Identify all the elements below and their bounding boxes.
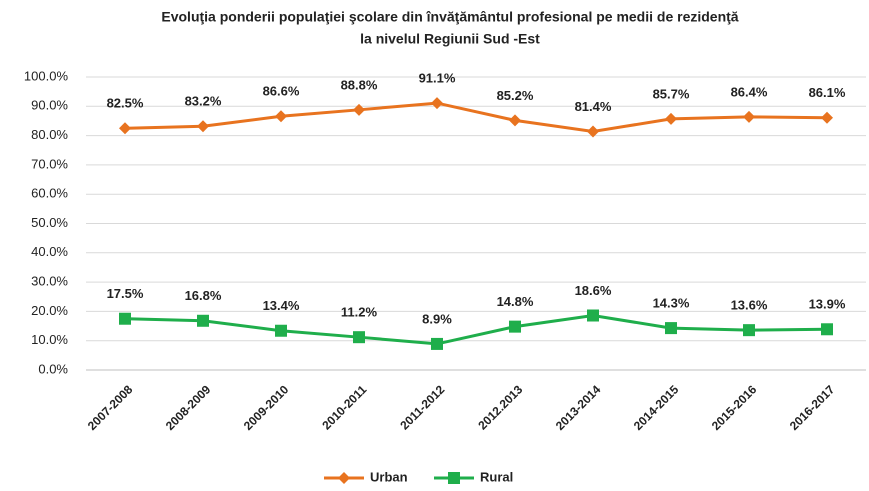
data-label: 81.4% <box>575 99 612 114</box>
data-point <box>431 97 443 110</box>
data-point <box>119 312 131 325</box>
data-label: 86.4% <box>731 84 768 99</box>
data-point <box>275 324 287 337</box>
data-point <box>509 114 521 127</box>
data-point <box>197 314 209 327</box>
y-tick-label: 20.0% <box>31 303 68 318</box>
y-tick-label: 40.0% <box>31 244 68 259</box>
legend-label: Urban <box>370 469 408 484</box>
data-label: 11.2% <box>341 305 378 320</box>
data-point <box>743 110 755 123</box>
legend-marker <box>338 472 350 484</box>
data-point <box>587 125 599 138</box>
data-label: 14.3% <box>653 296 690 311</box>
series-line <box>124 313 828 346</box>
data-label: 86.6% <box>263 84 300 99</box>
data-label: 83.2% <box>185 94 222 109</box>
y-tick-label: 10.0% <box>31 332 68 347</box>
y-tick-label: 80.0% <box>31 127 68 142</box>
data-label: 88.8% <box>341 77 378 92</box>
data-label: 13.6% <box>731 298 768 313</box>
data-point <box>665 112 677 125</box>
x-tick-label: 2013-2014 <box>553 382 604 433</box>
data-point <box>509 320 521 333</box>
data-point <box>587 309 599 322</box>
series-line <box>124 101 828 134</box>
data-point <box>197 120 209 133</box>
y-tick-label: 0.0% <box>38 361 68 376</box>
data-label: 91.1% <box>419 71 456 86</box>
data-label: 13.4% <box>263 298 300 313</box>
x-tick-label: 2007-2008 <box>85 382 136 433</box>
data-label: 17.5% <box>107 286 144 301</box>
data-label: 85.2% <box>497 88 534 103</box>
data-point <box>353 331 365 344</box>
x-tick-label: 2011-2012 <box>397 382 447 432</box>
data-point <box>431 337 443 350</box>
y-tick-label: 70.0% <box>31 156 68 171</box>
y-tick-label: 90.0% <box>31 98 68 113</box>
y-tick-label: 60.0% <box>31 186 68 201</box>
chart-subtitle: la nivelul Regiunii Sud -Est <box>360 31 540 47</box>
chart-title: Evoluţia ponderii populaţiei şcolare din… <box>161 9 738 25</box>
x-tick-label: 2010-2011 <box>319 382 369 432</box>
data-label: 85.7% <box>653 86 690 101</box>
legend-label: Rural <box>480 469 513 484</box>
data-label: 16.8% <box>185 288 222 303</box>
x-tick-label: 2014-2015 <box>631 382 682 433</box>
data-point <box>119 122 131 135</box>
x-tick-label: 2015-2016 <box>709 382 760 433</box>
data-point <box>821 111 833 124</box>
data-label: 82.5% <box>107 96 144 111</box>
data-point <box>743 324 755 337</box>
y-tick-label: 50.0% <box>31 215 68 230</box>
legend-marker <box>448 472 460 484</box>
data-label: 18.6% <box>575 283 612 298</box>
x-tick-label: 2008-2009 <box>163 382 214 433</box>
data-label: 8.9% <box>422 311 452 326</box>
data-label: 86.1% <box>809 85 846 100</box>
y-tick-label: 100.0% <box>24 68 69 83</box>
y-tick-label: 30.0% <box>31 274 68 289</box>
data-label: 14.8% <box>497 294 534 309</box>
x-tick-label: 2016-2017 <box>787 382 838 433</box>
data-point <box>821 323 833 336</box>
x-tick-label: 2009-2010 <box>241 382 292 433</box>
data-point <box>353 103 365 116</box>
x-tick-label: 2012.2013 <box>475 382 525 432</box>
data-point <box>275 110 287 123</box>
data-label: 13.9% <box>809 297 846 312</box>
data-point <box>665 322 677 335</box>
